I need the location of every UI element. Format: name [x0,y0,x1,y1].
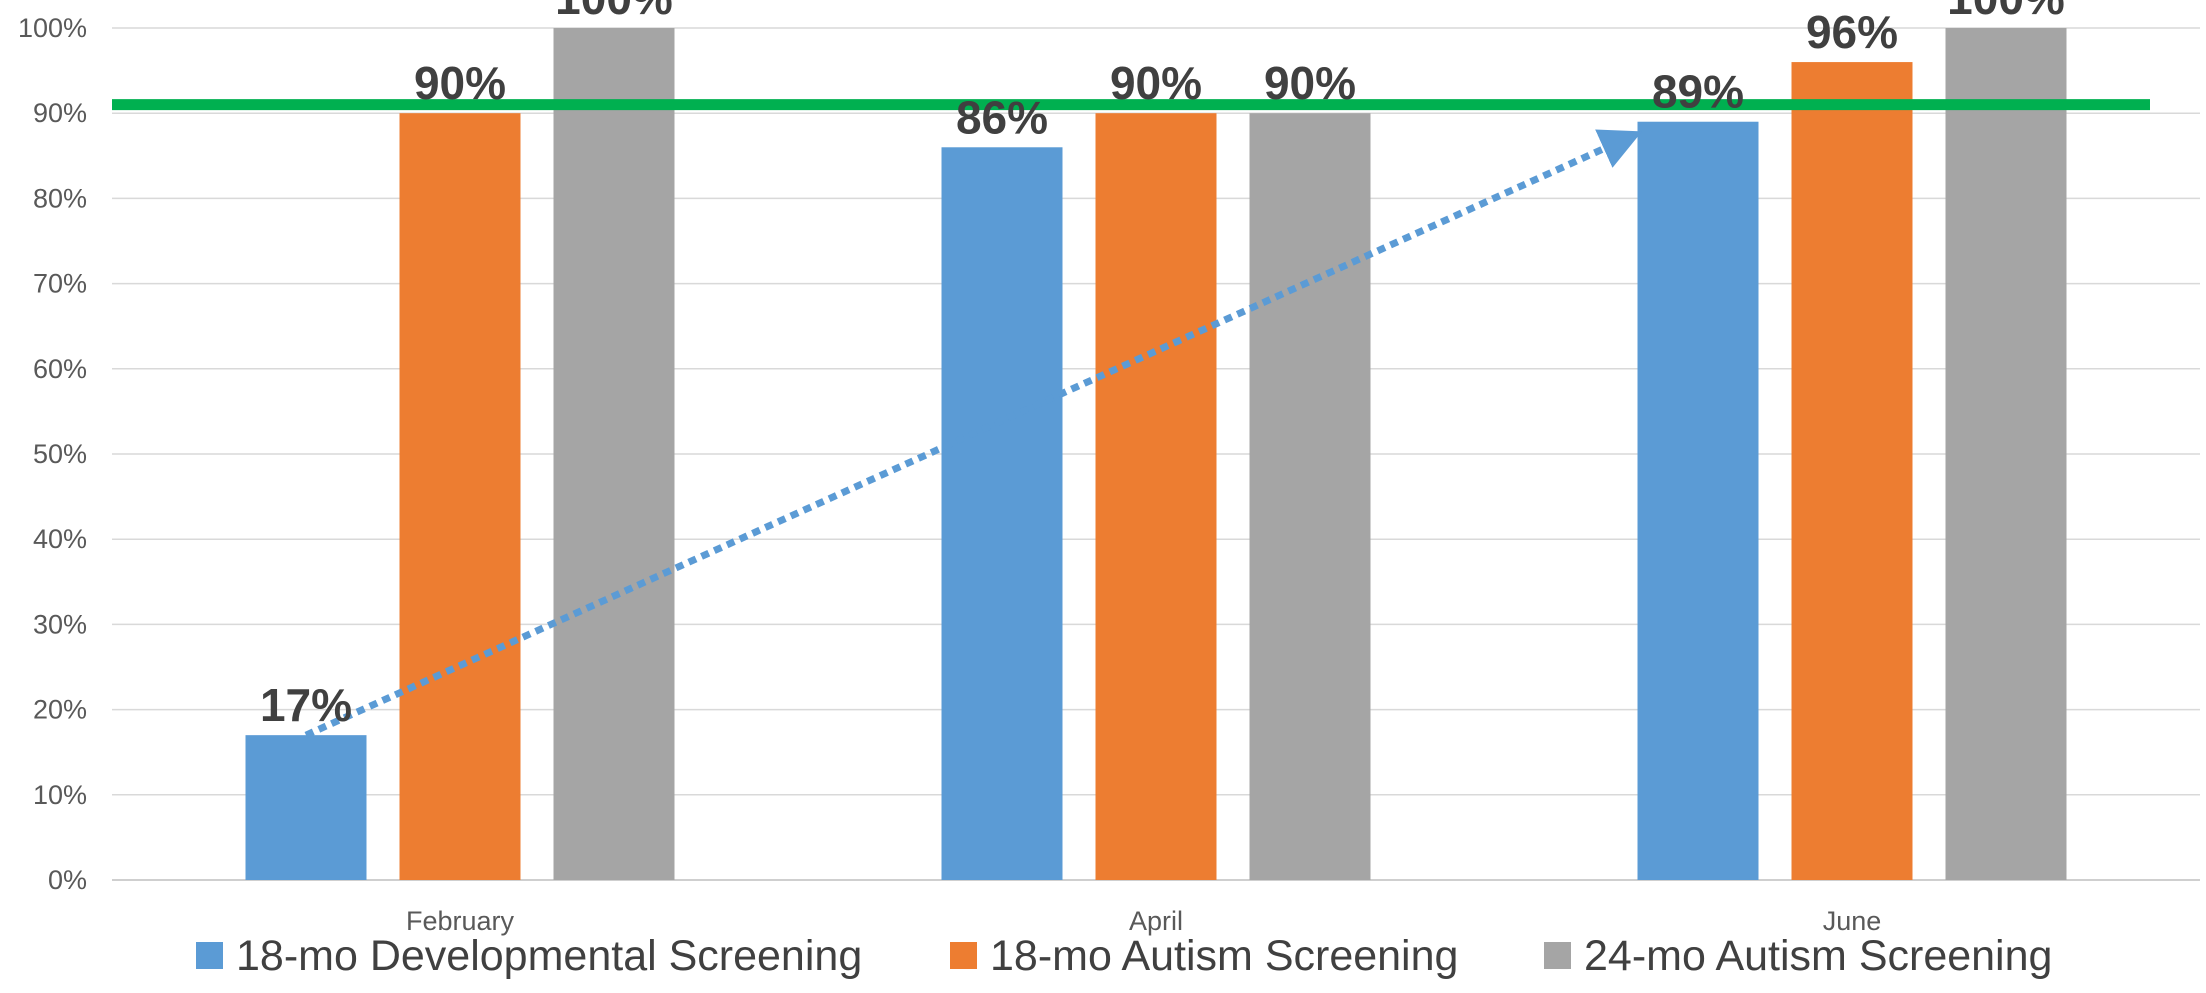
data-label-s0-june: 89% [1652,66,1744,118]
bar-s2-june [1945,28,2067,880]
y-tick-label-10: 10% [33,780,87,810]
data-label-s1-april: 90% [1110,57,1202,109]
y-tick-label-50: 50% [33,439,87,469]
y-axis-tick-labels: 0% 10% 20% 30% 40% 50% 60% 70% 80% 90% 100% [18,13,87,895]
data-label-s2-february: 100% [555,0,673,24]
bar-s0-april [941,147,1063,880]
trend-arrow-group [304,129,1643,739]
y-tick-label-100: 100% [18,13,87,43]
bar-s2-february [553,28,675,880]
y-tick-label-40: 40% [33,524,87,554]
data-label-s1-february: 90% [414,57,506,109]
data-label-s2-june: 100% [1947,0,2065,24]
y-tick-label-30: 30% [33,609,87,639]
legend-item-1: 18-mo Autism Screening [950,932,1458,980]
data-label-s0-february: 17% [260,679,352,731]
x-axis-category-labels: February April June [406,906,1881,936]
legend-swatch-0 [196,942,223,969]
data-label-s2-april: 90% [1264,57,1356,109]
data-label-s0-april: 86% [956,91,1048,143]
legend-label-2: 24-mo Autism Screening [1584,932,2052,980]
legend-item-2: 24-mo Autism Screening [1544,932,2052,980]
y-tick-label-70: 70% [33,269,87,299]
y-tick-label-80: 80% [33,183,87,213]
legend-swatch-1 [950,942,977,969]
bar-s0-june [1637,121,1759,881]
y-tick-label-90: 90% [33,98,87,128]
bar-s1-february [399,113,521,880]
y-tick-label-0: 0% [48,865,87,895]
legend-item-0: 18-mo Developmental Screening [196,932,862,980]
legend-swatch-2 [1544,942,1571,969]
legend-label-1: 18-mo Autism Screening [990,932,1458,980]
bar-s0-february [245,735,367,880]
y-tick-label-20: 20% [33,695,87,725]
y-tick-label-60: 60% [33,354,87,384]
bars [245,28,2067,881]
bar-s1-april [1095,113,1217,880]
trend-arrow [304,129,1643,739]
data-labels: 17% 86% 89% 90% 90% 96% 100% 90% 100% [260,0,2065,731]
x-tick-label-february: February [406,906,515,936]
bar-s1-june [1791,62,1913,880]
x-tick-label-june: June [1823,906,1882,936]
legend-label-0: 18-mo Developmental Screening [236,932,862,980]
bar-s2-april [1249,113,1371,880]
data-label-s1-june: 96% [1806,6,1898,58]
legend: 18-mo Developmental Screening 18-mo Autis… [196,932,2052,980]
x-tick-label-april: April [1129,906,1183,936]
